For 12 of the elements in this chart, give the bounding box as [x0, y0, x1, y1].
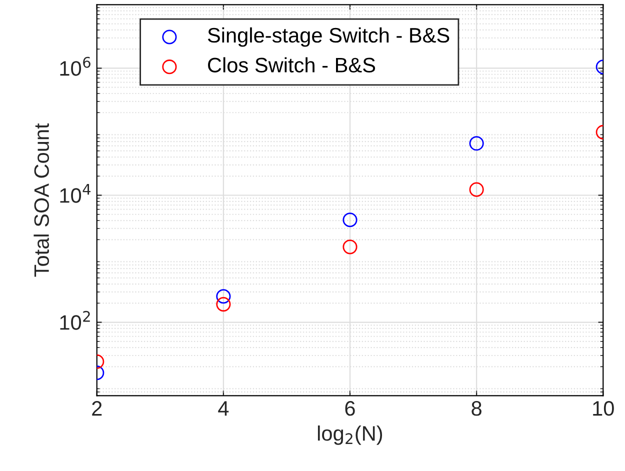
x-tick-label: 10 [593, 401, 614, 416]
x-axis-title: log$_{2}$(N) [318, 425, 382, 445]
y-tick-label: 10$^{4}$ [60, 184, 91, 203]
y-tick-label: 10$^{6}$ [60, 56, 90, 76]
x-tick-label: 8 [472, 401, 482, 416]
x-tick-label: 2 [92, 401, 102, 416]
y-axis-title: Total SOA Count [34, 123, 50, 277]
x-tick-label: 4 [218, 401, 229, 416]
legend-label: Single-stage Switch - B&S [208, 27, 450, 47]
legend-label: Clos Switch - B&S [208, 57, 376, 73]
y-tick-label: 10$^{2}$ [60, 310, 90, 330]
x-tick-label: 6 [345, 401, 355, 416]
